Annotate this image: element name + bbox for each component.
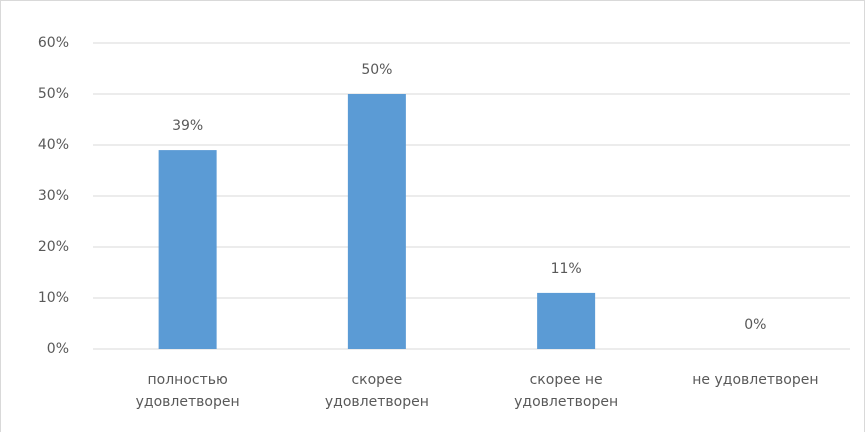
data-label: 0%: [744, 317, 766, 333]
x-tick-label: скорее не удовлетворен: [514, 372, 619, 410]
bar: [347, 94, 406, 349]
y-tick-label: 50%: [38, 86, 69, 102]
data-label: 11%: [551, 261, 582, 277]
x-tick-label: скорее удовлетворен: [324, 372, 429, 410]
y-tick-label: 0%: [47, 341, 69, 357]
y-tick-label: 40%: [38, 137, 69, 153]
data-label: 50%: [361, 62, 392, 78]
x-tick-label: не удовлетворен: [692, 372, 819, 388]
y-tick-label: 10%: [38, 290, 69, 306]
data-label: 39%: [172, 118, 203, 134]
x-tick-label: полностью удовлетворен: [135, 372, 240, 410]
y-tick-label: 30%: [38, 188, 69, 204]
y-tick-label: 60%: [38, 35, 69, 51]
y-tick-label: 20%: [38, 239, 69, 255]
bar: [537, 292, 596, 349]
bar: [158, 150, 217, 349]
